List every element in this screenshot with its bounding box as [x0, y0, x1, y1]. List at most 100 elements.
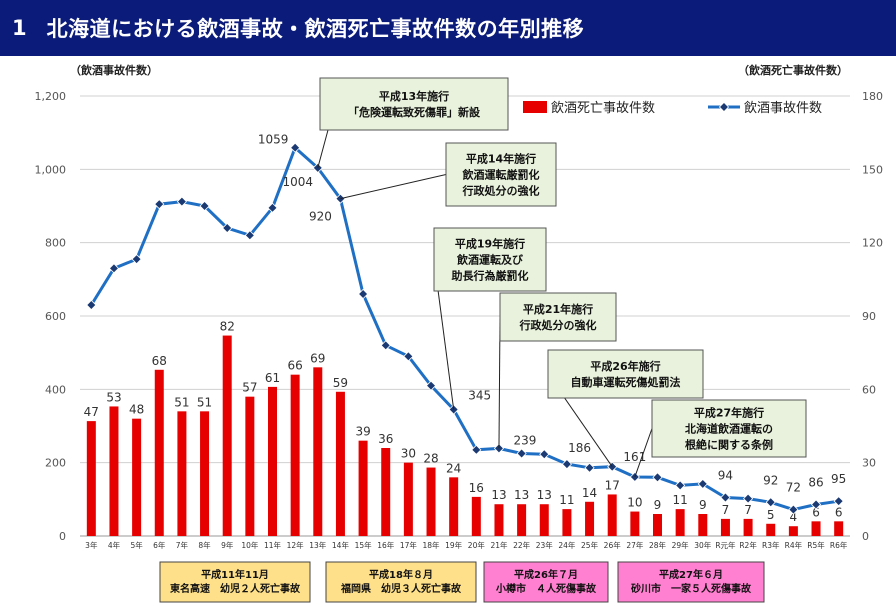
line-value-label: 186 [568, 441, 591, 455]
annotation-box [499, 292, 617, 342]
bar [720, 518, 730, 536]
bar [630, 511, 640, 536]
left-tick-label: 800 [45, 237, 66, 250]
left-tick-label: 600 [45, 310, 66, 323]
right-tick-label: 30 [862, 457, 876, 470]
event-text: 平成11年11月 [201, 568, 269, 581]
line-point [584, 462, 595, 473]
event-text: 平成26年７月 [514, 568, 578, 581]
bar [653, 514, 662, 536]
x-tick-label: 27年 [626, 540, 644, 550]
annotation-box [433, 227, 547, 292]
line-point [357, 288, 369, 300]
bar-value-label: 68 [152, 354, 167, 368]
line-point [176, 196, 188, 207]
x-tick-label: 15年 [355, 540, 373, 550]
annotation-box [651, 399, 807, 458]
x-tick-label: 12年 [287, 540, 305, 550]
line-point [199, 200, 210, 212]
line-point [267, 202, 278, 213]
line-point [131, 254, 142, 265]
line-path [90, 145, 839, 512]
line-value-label: 94 [718, 469, 733, 483]
bar-value-label: 4 [790, 510, 798, 524]
line-value-label: 920 [309, 210, 332, 224]
line-value-label: 92 [763, 473, 778, 487]
x-tick-label: 16年 [377, 540, 395, 550]
bar-value-label: 11 [673, 493, 688, 507]
annotation-text: 根絶に関する条例 [685, 438, 773, 452]
line-point [380, 340, 391, 351]
bar [426, 467, 436, 536]
bar-value-label: 28 [423, 452, 438, 466]
right-axis-ticks: 0 30 60 90 120 150 180 [862, 90, 883, 543]
callout-leader [340, 174, 447, 200]
page-title: 北海道における飲酒事故・飲酒死亡事故件数の年別推移 [46, 17, 585, 41]
x-tick-label: 26年 [604, 540, 622, 550]
event-text: 東名高速 幼児２人死亡事故 [170, 582, 301, 595]
line-point [154, 199, 165, 210]
annotation-box [547, 349, 704, 399]
bar [449, 477, 459, 536]
x-tick-label: 21年 [490, 540, 508, 550]
x-tick-label: 14年 [332, 540, 350, 550]
legend-line-label: 飲酒事故件数 [744, 100, 822, 116]
bar [109, 406, 119, 536]
left-axis-label: （飲酒事故件数） [70, 63, 158, 77]
bar-value-label: 13 [514, 488, 529, 502]
bar-value-label: 9 [699, 498, 707, 512]
x-tick-label: 18年 [423, 540, 441, 550]
bar-value-label: 13 [537, 488, 552, 502]
bar-value-label: 6 [812, 505, 820, 519]
x-tick-label: 10年 [241, 540, 259, 550]
line-point [425, 380, 437, 391]
annotation-text: 飲酒運転厳罰化 [462, 168, 540, 182]
event-text: 平成18年８月 [369, 568, 433, 581]
legend-bar-label: 飲酒死亡事故件数 [551, 100, 655, 116]
line-point [403, 351, 414, 362]
right-tick-label: 150 [862, 163, 883, 176]
legend: 飲酒死亡事故件数 飲酒事故件数 [523, 100, 822, 116]
annotation-box [319, 77, 509, 131]
bar [268, 386, 277, 536]
event-text: 小樽市 ４人死傷事故 [495, 582, 597, 595]
event-text: 砂川市 一家５人死傷事故 [630, 582, 752, 595]
bar-value-label: 51 [197, 395, 212, 409]
bar-value-label: 16 [469, 481, 484, 495]
annotation-text: 平成26年施行 [590, 359, 660, 373]
bar [381, 448, 391, 536]
line-labels: 1059 1004 920 345 239 186 161 94 92 72 86 95 [258, 133, 846, 495]
x-tick-label: 29年 [672, 540, 690, 550]
bar-value-label: 36 [378, 432, 393, 446]
x-tick-label: 25年 [581, 540, 599, 550]
bar [788, 526, 798, 536]
bar-value-label: 13 [491, 488, 506, 502]
bar [517, 504, 527, 536]
left-tick-label: 400 [45, 383, 66, 396]
line-point [86, 299, 97, 311]
left-tick-label: 1,000 [35, 163, 67, 176]
bar [494, 504, 504, 536]
bar-value-label: 17 [605, 478, 620, 492]
annotation-text: 自動車運転死傷処罰法 [571, 375, 681, 389]
right-tick-label: 180 [862, 90, 883, 103]
bar-value-label: 51 [174, 395, 189, 409]
bar [245, 396, 255, 536]
bar [200, 411, 210, 536]
left-axis-ticks: 0 200 400 600 800 1,000 1,200 [35, 90, 67, 543]
right-tick-label: 60 [862, 383, 876, 396]
bar [471, 496, 481, 536]
bar-value-label: 57 [242, 381, 257, 395]
x-tick-label: 7年 [176, 540, 189, 550]
bar-value-label: 7 [744, 503, 752, 517]
bar [177, 411, 187, 536]
x-tick-label: 6年 [153, 540, 166, 550]
annotation-text: 「危険運転致死傷罪」新設 [348, 105, 481, 119]
line-point [788, 504, 799, 515]
x-tick-label: 30年 [694, 540, 712, 550]
bar [675, 509, 685, 536]
bar [358, 440, 368, 536]
bar [811, 521, 821, 536]
title-number: 1 [12, 16, 27, 40]
line-point [652, 472, 663, 483]
